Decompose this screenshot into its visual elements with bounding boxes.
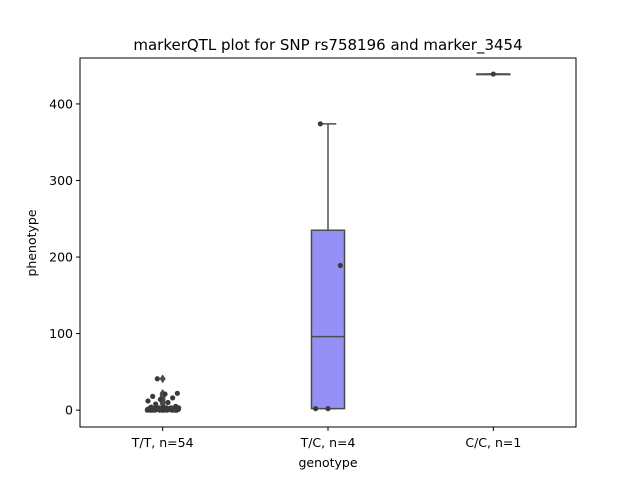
- data-point-0-41: [168, 405, 174, 411]
- data-point-0-50: [150, 393, 156, 399]
- data-point-1-2: [337, 262, 343, 269]
- y-tick-label-3: 300: [49, 173, 73, 188]
- data-point-2-0: [490, 71, 496, 77]
- y-axis: 0 100 200 300 400: [49, 96, 80, 418]
- points-group-0: [144, 376, 182, 413]
- y-tick-label-1: 100: [49, 326, 73, 341]
- outlier-0-8: [159, 374, 166, 384]
- x-tick-label-1: T/C, n=4: [300, 435, 356, 450]
- data-point-0-51: [162, 391, 168, 397]
- y-tick-label-2: 200: [49, 250, 73, 265]
- box-group-1: [310, 123, 346, 410]
- points-group-2: [490, 71, 496, 77]
- x-tick-label-2: C/C, n=1: [465, 435, 521, 450]
- plot-area: [144, 71, 511, 413]
- data-point-0-48: [157, 396, 163, 403]
- data-point-0-43: [160, 404, 166, 410]
- data-point-0-45: [153, 401, 159, 407]
- x-axis-label: genotype: [298, 455, 357, 470]
- points-group-1: [313, 121, 343, 412]
- data-point-0-40: [156, 405, 162, 411]
- box-1: [310, 229, 346, 410]
- data-point-1-3: [317, 121, 323, 127]
- data-point-0-44: [173, 403, 179, 409]
- data-point-1-0: [313, 406, 319, 412]
- x-axis: T/T, n=54 T/C, n=4 C/C, n=1: [131, 427, 521, 450]
- data-point-1-1: [325, 406, 331, 412]
- x-tick-label-0: T/T, n=54: [131, 435, 194, 450]
- data-point-0-46: [165, 399, 171, 406]
- data-point-0-53: [154, 376, 160, 382]
- data-point-0-49: [170, 395, 176, 401]
- data-point-0-52: [174, 390, 180, 396]
- y-tick-label-0: 0: [65, 403, 73, 418]
- y-tick-label-4: 400: [49, 96, 73, 111]
- data-point-0-42: [148, 404, 154, 410]
- chart-title: markerQTL plot for SNP rs758196 and mark…: [133, 36, 522, 55]
- y-axis-label: phenotype: [24, 209, 39, 276]
- data-point-0-47: [145, 398, 151, 404]
